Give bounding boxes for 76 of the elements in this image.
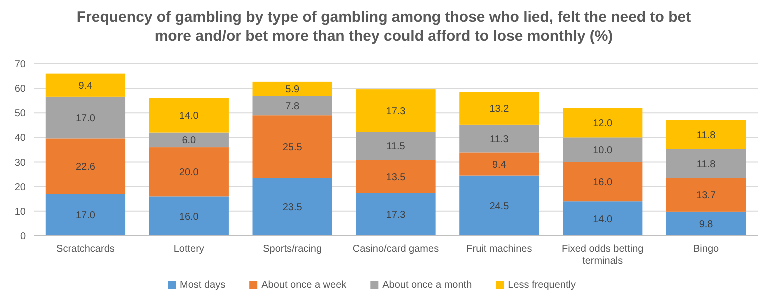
bar xyxy=(356,160,436,194)
bar xyxy=(46,74,126,97)
x-tick-label: Lottery xyxy=(174,244,204,255)
bar xyxy=(356,90,436,132)
bar xyxy=(460,92,540,125)
chart-title: Frequency of gambling by type of gambling among those who lied, felt the need to bet more and/or bet more than they could afford to lose monthly (%) xyxy=(76,9,692,45)
bar xyxy=(460,124,540,153)
y-tick-label: 20 xyxy=(14,182,26,194)
data-label: 16.0 xyxy=(593,177,614,188)
x-tick-label: Bingo xyxy=(693,244,720,255)
data-label: 16.0 xyxy=(179,212,200,223)
data-label: 17.3 xyxy=(386,106,406,118)
x-tick-label: Scratchcards xyxy=(56,244,115,255)
bar xyxy=(149,148,229,197)
data-label: 9.4 xyxy=(78,80,94,92)
data-label: 9.8 xyxy=(699,219,714,230)
bar xyxy=(356,193,436,236)
bar xyxy=(460,152,540,176)
data-label: 10.0 xyxy=(593,146,614,156)
data-label: 17.0 xyxy=(76,210,96,222)
data-label: 9.4 xyxy=(492,160,507,171)
data-label: 17.3 xyxy=(386,210,406,222)
data-label: 12.0 xyxy=(593,118,614,130)
bar xyxy=(666,149,746,178)
bar xyxy=(46,138,126,194)
data-label: 25.5 xyxy=(282,142,303,154)
x-tick-label: Fixed odds betting terminals xyxy=(562,244,644,267)
bar xyxy=(356,132,436,160)
data-label: 6.0 xyxy=(182,136,197,147)
bar xyxy=(666,178,746,212)
data-label: 5.9 xyxy=(286,84,300,96)
data-label: 11.5 xyxy=(386,142,406,153)
bar xyxy=(149,196,229,236)
bar xyxy=(149,98,229,133)
x-tick-label: Fruit machines xyxy=(466,244,532,255)
data-label: 13.7 xyxy=(696,190,716,202)
x-tick-label: Casino/card games xyxy=(352,244,440,255)
y-tick-label: 10 xyxy=(14,206,26,218)
bar xyxy=(666,212,746,236)
bar xyxy=(563,202,643,236)
legend-label: Most days xyxy=(180,280,226,291)
bar xyxy=(563,138,643,162)
legend-label: Less frequently xyxy=(508,280,576,291)
data-label: 20.0 xyxy=(179,168,200,179)
legend-label: About once a month xyxy=(382,280,472,291)
y-tick-label: 70 xyxy=(14,60,26,70)
y-tick-label: 40 xyxy=(14,133,26,144)
data-label: 11.8 xyxy=(696,159,716,170)
y-tick-label: 60 xyxy=(14,84,26,96)
data-label: 14.0 xyxy=(179,111,200,122)
legend-label: About once a week xyxy=(262,280,348,291)
x-tick-label: Sports/racing xyxy=(263,244,322,255)
bar xyxy=(149,132,229,148)
bar xyxy=(252,178,332,236)
bar xyxy=(460,176,540,236)
data-label: 24.5 xyxy=(490,201,510,212)
data-label: 17.0 xyxy=(76,113,96,124)
y-tick-label: 0 xyxy=(20,232,26,242)
data-label: 14.0 xyxy=(593,214,614,226)
y-tick-label: 30 xyxy=(14,158,26,169)
bar xyxy=(46,96,126,139)
data-label: 13.5 xyxy=(386,172,406,184)
bar xyxy=(666,120,746,150)
bar xyxy=(563,162,643,202)
bar xyxy=(563,108,643,138)
data-label: 22.6 xyxy=(76,162,96,173)
y-tick-label: 50 xyxy=(14,108,26,120)
data-label: 23.5 xyxy=(282,202,303,214)
bar xyxy=(252,96,332,116)
data-label: 7.8 xyxy=(286,102,300,113)
bar xyxy=(252,116,332,178)
data-label: 11.8 xyxy=(696,130,716,142)
data-label: 13.2 xyxy=(490,104,510,116)
data-label: 11.3 xyxy=(490,134,510,146)
bar xyxy=(252,82,332,96)
bar xyxy=(46,194,126,236)
